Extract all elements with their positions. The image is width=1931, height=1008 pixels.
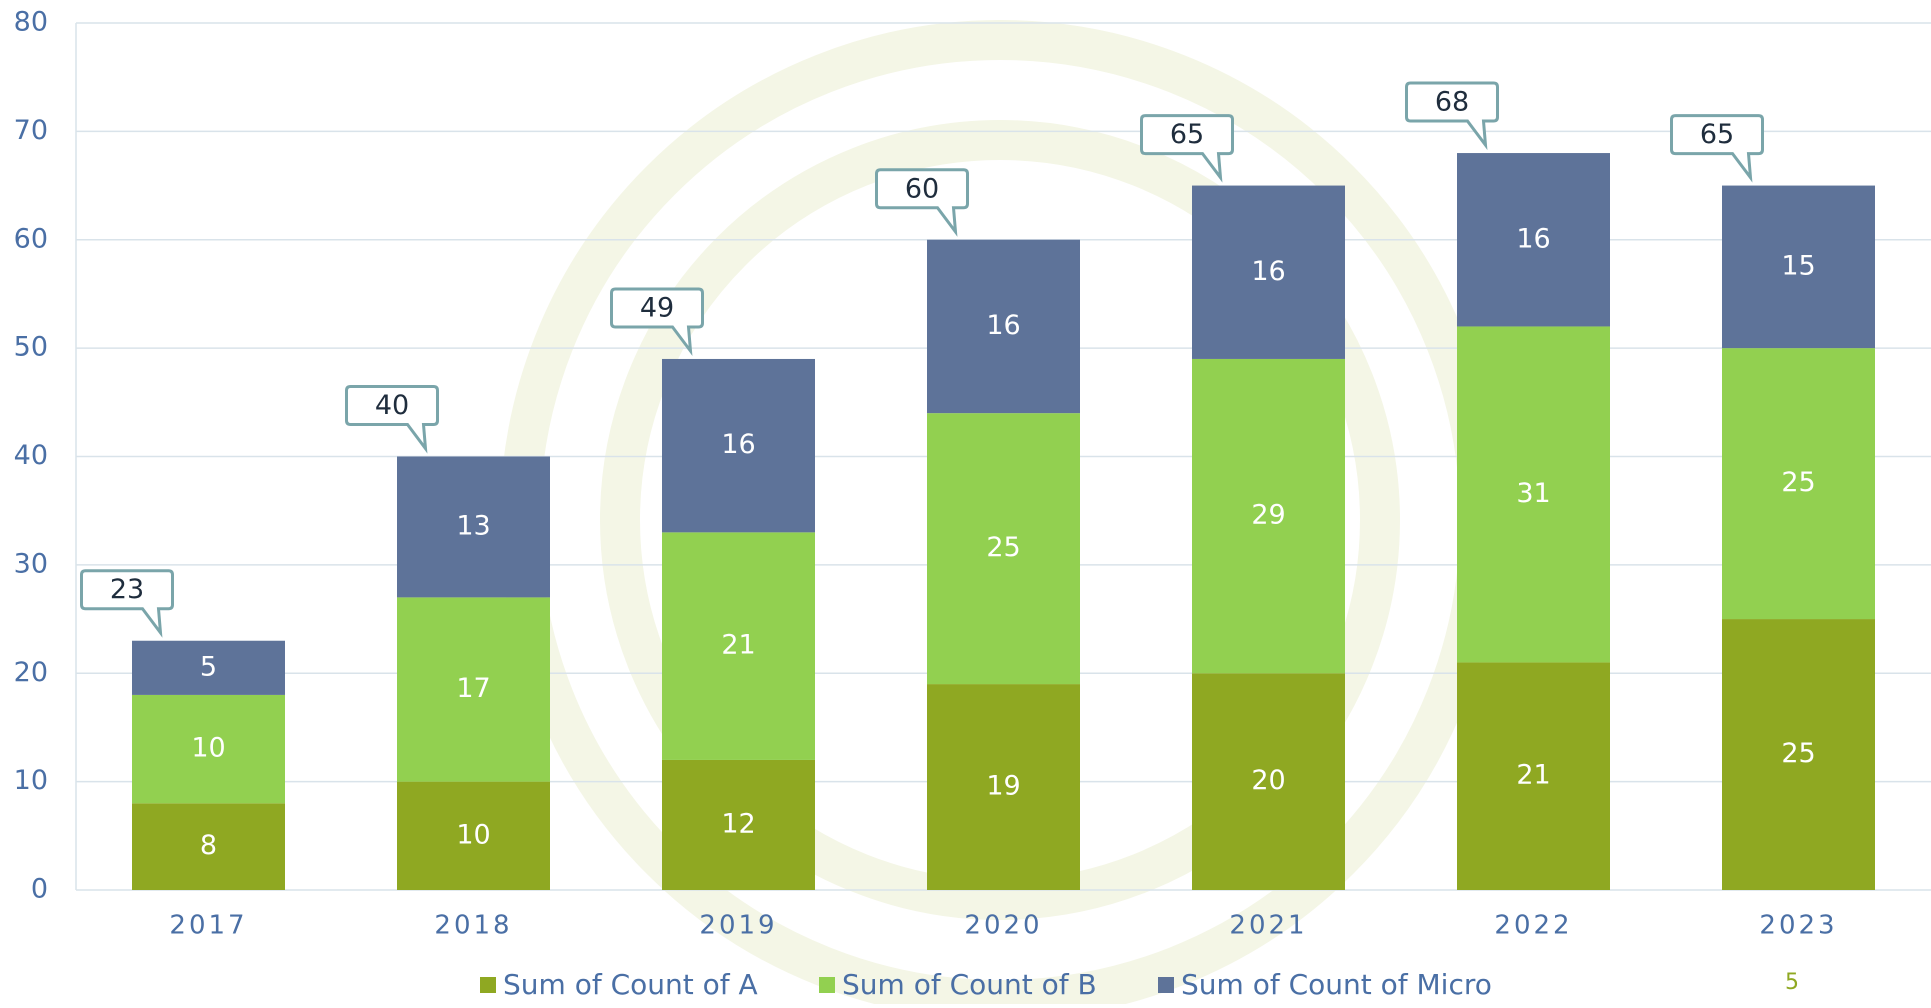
y-tick-label: 0 (31, 874, 48, 905)
data-label: 29 (1251, 500, 1285, 531)
callout (875, 168, 969, 237)
y-tick-label: 80 (14, 7, 48, 38)
data-label: 21 (721, 630, 755, 661)
bar-segment (662, 358, 815, 533)
data-label: 13 (456, 510, 490, 541)
data-label: 25 (1781, 467, 1815, 498)
bar-segment (397, 456, 550, 598)
bar-segment (397, 597, 550, 782)
data-label: 10 (191, 733, 225, 764)
callout (1405, 81, 1499, 151)
data-label: 20 (1251, 765, 1285, 796)
legend-label: Sum of Count of A (503, 968, 758, 1001)
total-label: 65 (1700, 119, 1734, 150)
y-tick-label: 60 (14, 223, 48, 254)
x-tick-label: 2020 (964, 911, 1042, 941)
bar-segment (132, 803, 285, 890)
data-label: 25 (1781, 738, 1815, 769)
x-tick-label: 2022 (1494, 911, 1572, 941)
bar-segment (132, 640, 285, 695)
callout (1140, 114, 1234, 183)
y-tick-label: 50 (14, 332, 48, 363)
bar-segment (1192, 358, 1345, 674)
bar-segment (662, 532, 815, 760)
data-label: 16 (1251, 256, 1285, 287)
callout (610, 287, 704, 357)
data-label: 5 (200, 651, 217, 682)
data-label: 16 (986, 310, 1020, 341)
y-tick-label: 70 (14, 115, 48, 146)
bar-segment (927, 239, 1080, 414)
data-label: 10 (456, 819, 490, 850)
data-label: 16 (1516, 223, 1550, 254)
total-label: 65 (1170, 119, 1204, 150)
x-tick-label: 2023 (1759, 911, 1837, 941)
page-number: 5 (1785, 970, 1799, 995)
y-tick-label: 40 (14, 440, 48, 471)
bar-segment (132, 694, 285, 804)
legend-label: Sum of Count of B (842, 968, 1097, 1001)
y-tick-label: 30 (14, 548, 48, 579)
data-label: 8 (200, 830, 217, 861)
bar-segment (1192, 185, 1345, 359)
y-tick-label: 10 (14, 765, 48, 796)
bar-segment (927, 413, 1080, 685)
data-label: 16 (721, 429, 755, 460)
data-label: 15 (1781, 250, 1815, 281)
bar-segment (1722, 348, 1875, 620)
callout (345, 385, 439, 454)
bar-segment (1457, 153, 1610, 327)
bar-segment (662, 759, 815, 890)
data-label: 17 (456, 673, 490, 704)
y-tick-label: 20 (14, 657, 48, 688)
legend-label: Sum of Count of Micro (1181, 968, 1492, 1001)
data-label: 19 (986, 771, 1020, 802)
x-tick-label: 2017 (169, 911, 247, 941)
x-tick-label: 2018 (434, 911, 512, 941)
bar-segment (1457, 662, 1610, 890)
data-label: 25 (986, 532, 1020, 563)
total-label: 60 (905, 173, 939, 204)
callout (80, 569, 174, 638)
legend-swatch (819, 977, 835, 993)
legend-swatch (1158, 977, 1174, 993)
bar-segment (397, 781, 550, 890)
legend-swatch (480, 977, 496, 993)
total-label: 40 (375, 390, 409, 421)
bar-segment (1722, 185, 1875, 349)
bar-segment (1722, 619, 1875, 890)
data-label: 21 (1516, 760, 1550, 791)
total-label: 68 (1435, 87, 1469, 118)
total-label: 49 (640, 292, 674, 323)
bar-segment (927, 684, 1080, 890)
bar-segment (1457, 326, 1610, 663)
total-label: 23 (110, 574, 144, 605)
data-label: 31 (1516, 478, 1550, 509)
bar-segment (1192, 673, 1345, 890)
data-label: 12 (721, 808, 755, 839)
x-tick-label: 2019 (699, 911, 777, 941)
x-tick-label: 2021 (1229, 911, 1307, 941)
callout (1670, 114, 1764, 183)
